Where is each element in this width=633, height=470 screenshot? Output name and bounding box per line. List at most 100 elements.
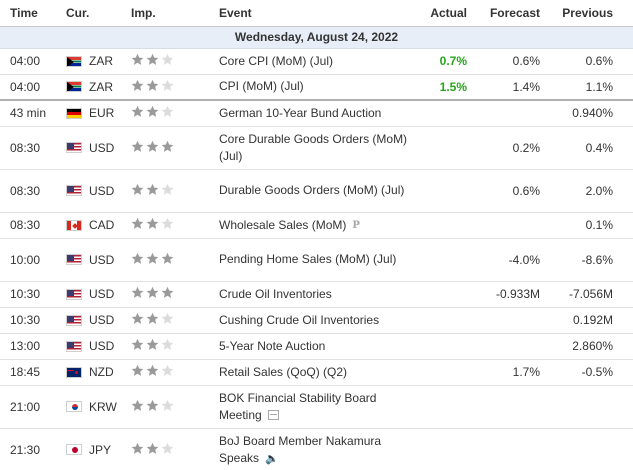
event-previous	[540, 428, 633, 470]
star-icon	[146, 338, 159, 351]
event-forecast	[467, 385, 540, 429]
event-previous: 0.6%	[540, 48, 633, 75]
event-name-cell[interactable]: German 10-Year Bund Auction	[219, 99, 409, 127]
event-time: 08:30	[0, 169, 66, 213]
event-time: 04:00	[0, 48, 66, 75]
event-name-cell[interactable]: BOK Financial Stability Board Meeting	[219, 385, 409, 429]
event-name-link[interactable]: Retail Sales (QoQ) (Q2)	[219, 364, 348, 379]
event-row[interactable]: 08:30 CAD Wholesale Sales (MoM) P 0.1%	[0, 212, 633, 239]
event-actual: 1.5%	[409, 74, 467, 101]
event-name-link[interactable]: Wholesale Sales (MoM)	[219, 217, 347, 232]
star-icon	[131, 312, 144, 325]
event-row[interactable]: 18:45 NZD Retail Sales (QoQ) (Q2) 1.7% -0.5%	[0, 359, 633, 386]
table-header-row: Time Cur. Imp. Event Actual Forecast Pre…	[0, 0, 633, 27]
column-header-forecast[interactable]: Forecast	[467, 0, 540, 27]
column-header-event[interactable]: Event	[219, 0, 409, 27]
event-row[interactable]: 43 min EUR German 10-Year Bund Auction 0.94…	[0, 99, 633, 127]
star-icon	[161, 286, 174, 299]
event-forecast	[467, 307, 540, 334]
event-row[interactable]: 04:00 ZAR Core CPI (MoM) (Jul) 0.7% 0.6% 0.6%	[0, 48, 633, 75]
event-name-link[interactable]: German 10-Year Bund Auction	[219, 105, 382, 120]
event-name-cell[interactable]: 5-Year Note Auction	[219, 333, 409, 360]
column-header-previous[interactable]: Previous	[540, 0, 633, 27]
event-time: 18:45	[0, 359, 66, 386]
event-name-cell[interactable]: Core CPI (MoM) (Jul)	[219, 48, 409, 75]
event-name-cell[interactable]: Wholesale Sales (MoM) P	[219, 212, 409, 239]
event-name-cell[interactable]: Retail Sales (QoQ) (Q2)	[219, 359, 409, 386]
event-previous: -7.056M	[540, 281, 633, 308]
column-header-importance[interactable]: Imp.	[131, 0, 219, 27]
event-importance	[131, 307, 219, 334]
event-currency-cell: USD	[66, 307, 131, 334]
event-time: 13:00	[0, 333, 66, 360]
event-previous: -0.5%	[540, 359, 633, 386]
event-row[interactable]: 08:30 USD Core Durable Goods Orders (MoM) …	[0, 126, 633, 170]
star-icon	[161, 442, 174, 455]
event-row[interactable]: 21:30 JPY BoJ Board Member Nakamura Speaks…	[0, 428, 633, 470]
event-name-cell[interactable]: Cushing Crude Oil Inventories	[219, 307, 409, 334]
column-header-time[interactable]: Time	[0, 0, 66, 27]
event-importance	[131, 333, 219, 360]
event-forecast: -4.0%	[467, 238, 540, 282]
star-icon	[131, 364, 144, 377]
event-importance	[131, 212, 219, 239]
event-row[interactable]: 10:30 USD Cushing Crude Oil Inventories 0.1…	[0, 307, 633, 334]
star-icon	[161, 217, 174, 230]
event-importance	[131, 74, 219, 101]
event-name-link[interactable]: Crude Oil Inventories	[219, 286, 332, 301]
event-name-link[interactable]: BOK Financial Stability Board Meeting	[219, 390, 377, 422]
event-name-link[interactable]: BoJ Board Member Nakamura Speaks	[219, 433, 382, 465]
column-header-currency[interactable]: Cur.	[66, 0, 131, 27]
event-time: 10:30	[0, 307, 66, 334]
event-name-link[interactable]: Durable Goods Orders (MoM) (Jul)	[219, 183, 405, 197]
event-currency: USD	[89, 140, 115, 155]
star-icon	[131, 286, 144, 299]
event-name-cell[interactable]: CPI (MoM) (Jul)	[219, 74, 409, 101]
event-currency-cell: JPY	[66, 428, 131, 470]
event-name-link[interactable]: Pending Home Sales (MoM) (Jul)	[219, 252, 397, 266]
event-name-link[interactable]: Cushing Crude Oil Inventories	[219, 312, 380, 327]
event-currency: USD	[89, 313, 115, 327]
event-currency: CAD	[89, 218, 115, 232]
event-name-link[interactable]: Core CPI (MoM) (Jul)	[219, 53, 334, 68]
event-currency-cell: USD	[66, 169, 131, 213]
event-name-cell[interactable]: Core Durable Goods Orders (MoM) (Jul)	[219, 126, 409, 170]
event-time: 08:30	[0, 126, 66, 170]
event-actual	[409, 385, 467, 429]
event-forecast: -0.933M	[467, 281, 540, 308]
event-row[interactable]: 10:00 USD Pending Home Sales (MoM) (Jul) -4…	[0, 238, 633, 282]
event-row[interactable]: 04:00 ZAR CPI (MoM) (Jul) 1.5% 1.4% 1.1%	[0, 74, 633, 101]
star-icon	[161, 53, 174, 66]
event-row[interactable]: 10:30 USD Crude Oil Inventories -0.933M -7.0…	[0, 281, 633, 308]
event-time: 10:00	[0, 238, 66, 282]
event-name-cell[interactable]: BoJ Board Member Nakamura Speaks 🔈	[219, 428, 409, 470]
event-actual	[409, 238, 467, 282]
event-forecast: 0.2%	[467, 126, 540, 170]
event-previous: 2.860%	[540, 333, 633, 360]
preliminary-icon: P	[352, 219, 360, 231]
event-time: 21:30	[0, 428, 66, 470]
event-name-link[interactable]: Core Durable Goods Orders (MoM) (Jul)	[219, 131, 408, 163]
event-currency-cell: EUR	[66, 99, 131, 127]
event-name-link[interactable]: CPI (MoM) (Jul)	[219, 79, 304, 94]
star-icon	[146, 312, 159, 325]
event-name-cell[interactable]: Crude Oil Inventories	[219, 281, 409, 308]
event-row[interactable]: 08:30 USD Durable Goods Orders (MoM) (Jul)…	[0, 169, 633, 213]
event-name-cell[interactable]: Durable Goods Orders (MoM) (Jul)	[219, 169, 409, 213]
event-name-cell[interactable]: Pending Home Sales (MoM) (Jul)	[219, 238, 409, 282]
event-currency: ZAR	[89, 79, 113, 94]
event-row[interactable]: 21:00 KRW BOK Financial Stability Board Me…	[0, 385, 633, 429]
event-currency: USD	[89, 339, 115, 353]
event-previous: 0.1%	[540, 212, 633, 239]
event-currency: ZAR	[89, 54, 113, 68]
event-currency: KRW	[89, 399, 117, 414]
event-currency-cell: ZAR	[66, 48, 131, 75]
star-icon	[131, 442, 144, 455]
event-importance	[131, 281, 219, 308]
event-row[interactable]: 13:00 USD 5-Year Note Auction 2.860%	[0, 333, 633, 360]
column-header-actual[interactable]: Actual	[409, 0, 467, 27]
star-icon	[131, 140, 144, 153]
star-icon	[146, 399, 159, 412]
event-name-link[interactable]: 5-Year Note Auction	[219, 338, 326, 353]
event-currency: USD	[89, 287, 115, 301]
